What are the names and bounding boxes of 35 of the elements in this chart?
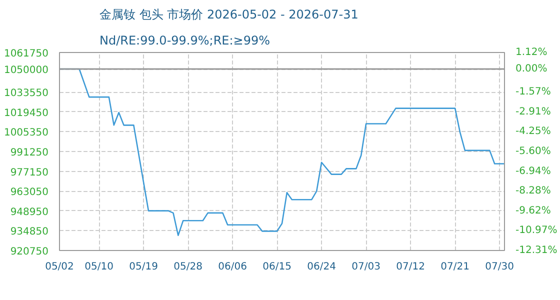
y-tick-label: 934850	[10, 226, 49, 238]
y2-tick-label: -2.91%	[516, 106, 551, 118]
y-tick-label: 991250	[10, 148, 49, 158]
x-tick-label: 06/24	[307, 262, 336, 272]
x-tick-label: 05/19	[129, 262, 158, 272]
x-tick-label: 06/06	[218, 262, 247, 272]
x-tick-label: 05/02	[45, 262, 74, 272]
y-tick-label: 1019450	[4, 108, 49, 119]
y-tick-label: 1050000	[4, 65, 49, 76]
chart-title: 金属钕 包头 市场价 2026-05-02 - 2026-07-31	[100, 8, 358, 22]
y-tick-label: 977150	[10, 167, 49, 178]
y2-tick-label: -12.31%	[516, 245, 558, 256]
y2-tick-label: 1.12%	[516, 47, 548, 58]
y-tick-label: 920750	[10, 246, 49, 258]
y-tick-label: 1061750	[4, 48, 49, 60]
x-tick-label: 07/30	[485, 262, 514, 272]
y-tick-label: 948950	[10, 206, 49, 218]
y2-tick-label: -8.28%	[516, 186, 551, 197]
x-tick-label: 07/03	[352, 262, 380, 272]
x-tick-label: 05/28	[174, 262, 202, 272]
y2-tick-label: 0.00%	[516, 64, 548, 75]
x-tick-label: 07/12	[396, 262, 425, 272]
y2-tick-label: -9.62%	[516, 205, 551, 216]
y2-tick-label: -10.97%	[516, 225, 558, 236]
y-tick-label: 1005350	[4, 128, 49, 139]
y2-tick-label: -6.94%	[516, 166, 551, 177]
chart-subtitle: Nd/RE:99.0-99.9%;RE:≥99%	[100, 34, 270, 48]
y-tick-label: 963050	[10, 187, 49, 198]
x-tick-label: 07/21	[440, 262, 470, 272]
y2-tick-label: -5.60%	[516, 146, 551, 158]
x-tick-label: 06/15	[262, 262, 292, 272]
y2-tick-label: -4.25%	[516, 126, 551, 138]
y2-tick-label: -1.57%	[516, 86, 551, 98]
x-tick-label: 05/10	[84, 262, 114, 272]
y-tick-label: 1033550	[4, 88, 49, 100]
